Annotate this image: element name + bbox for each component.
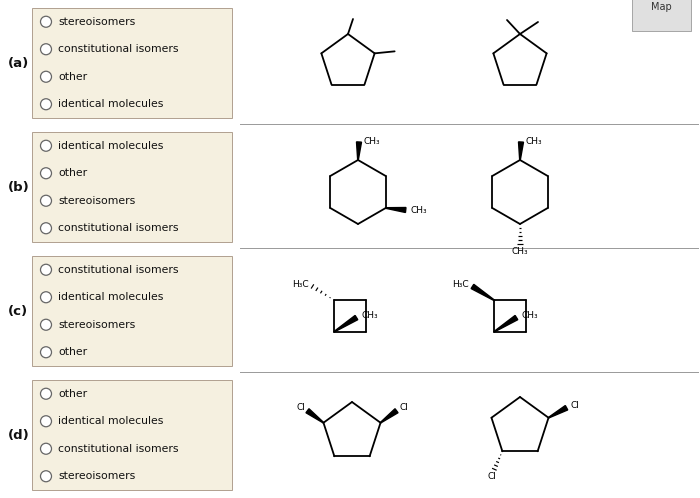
Text: CH₃: CH₃ (521, 311, 538, 320)
Text: Cl: Cl (570, 401, 579, 410)
Polygon shape (494, 315, 518, 332)
Text: constitutional isomers: constitutional isomers (58, 223, 178, 233)
Circle shape (41, 44, 52, 55)
Polygon shape (306, 409, 323, 423)
Text: identical molecules: identical molecules (58, 141, 163, 151)
Text: identical molecules: identical molecules (58, 99, 163, 109)
Circle shape (41, 292, 52, 303)
Text: stereoisomers: stereoisomers (58, 320, 135, 330)
Text: other: other (58, 347, 87, 357)
Text: CH₃: CH₃ (410, 206, 427, 215)
Text: (c): (c) (8, 304, 28, 318)
FancyBboxPatch shape (32, 256, 232, 366)
Text: stereoisomers: stereoisomers (58, 471, 135, 481)
FancyBboxPatch shape (32, 132, 232, 242)
Text: (d): (d) (8, 428, 29, 442)
Circle shape (41, 71, 52, 82)
Text: Cl: Cl (488, 472, 497, 481)
Text: CH₃: CH₃ (526, 136, 543, 145)
Text: CH₃: CH₃ (361, 311, 378, 320)
Text: H₃C: H₃C (292, 280, 309, 289)
Circle shape (41, 388, 52, 399)
Text: CH₃: CH₃ (512, 247, 528, 255)
Text: other: other (58, 389, 87, 399)
Text: Cl: Cl (399, 403, 408, 412)
Text: CH₃: CH₃ (364, 136, 380, 145)
Polygon shape (380, 409, 398, 423)
FancyBboxPatch shape (32, 380, 232, 490)
FancyBboxPatch shape (32, 8, 232, 118)
Text: H₃C: H₃C (452, 280, 469, 289)
Text: Map: Map (651, 2, 672, 12)
Circle shape (41, 443, 52, 454)
Text: stereoisomers: stereoisomers (58, 196, 135, 206)
Circle shape (41, 319, 52, 330)
Polygon shape (548, 405, 568, 418)
Text: other: other (58, 72, 87, 82)
Text: identical molecules: identical molecules (58, 292, 163, 302)
Circle shape (41, 471, 52, 482)
Text: stereoisomers: stereoisomers (58, 17, 135, 27)
Circle shape (41, 347, 52, 358)
Circle shape (41, 99, 52, 110)
Circle shape (41, 140, 52, 151)
Text: Cl: Cl (296, 403, 305, 412)
Text: (b): (b) (8, 180, 29, 194)
Polygon shape (356, 142, 361, 160)
Circle shape (41, 168, 52, 179)
Polygon shape (471, 284, 495, 301)
Circle shape (41, 16, 52, 27)
Text: constitutional isomers: constitutional isomers (58, 444, 178, 454)
Circle shape (41, 416, 52, 427)
Circle shape (41, 195, 52, 206)
Text: constitutional isomers: constitutional isomers (58, 44, 178, 54)
Text: (a): (a) (8, 56, 29, 70)
Text: constitutional isomers: constitutional isomers (58, 265, 178, 275)
Circle shape (41, 223, 52, 234)
Polygon shape (335, 315, 358, 332)
Polygon shape (519, 142, 524, 160)
Text: identical molecules: identical molecules (58, 416, 163, 426)
Circle shape (41, 264, 52, 275)
Polygon shape (386, 208, 406, 213)
Text: other: other (58, 168, 87, 178)
